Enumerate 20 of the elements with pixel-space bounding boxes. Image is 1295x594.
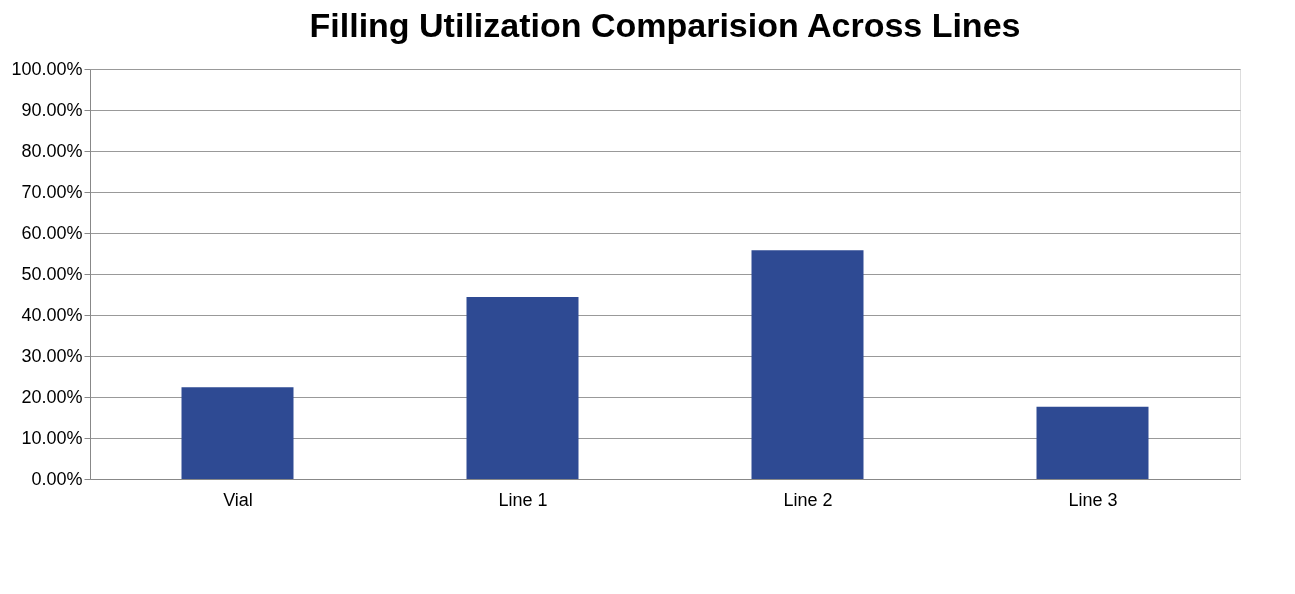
y-tick-label: 100.00%	[11, 58, 83, 79]
bar	[751, 250, 864, 479]
y-tick-label: 20.00%	[21, 386, 83, 407]
y-tick-label: 40.00%	[21, 304, 83, 325]
x-tick-label: Line 3	[1068, 489, 1118, 510]
bar	[181, 387, 294, 479]
bar	[466, 296, 579, 479]
chart-title: Filling Utilization Comparision Across Lines	[309, 6, 1021, 44]
y-tick-label: 90.00%	[21, 99, 83, 120]
x-tick-label: Vial	[223, 489, 253, 510]
y-tick-label: 30.00%	[21, 345, 83, 366]
x-tick-label: Line 2	[783, 489, 833, 510]
y-tick-label: 70.00%	[21, 181, 83, 202]
y-tick-label: 60.00%	[21, 222, 83, 243]
y-tick-label: 80.00%	[21, 140, 83, 161]
bar	[1036, 406, 1149, 479]
y-tick-label: 10.00%	[21, 427, 83, 448]
y-tick-label: 0.00%	[31, 468, 83, 489]
x-tick-label: Line 1	[498, 489, 548, 510]
y-tick-label: 50.00%	[21, 263, 83, 284]
